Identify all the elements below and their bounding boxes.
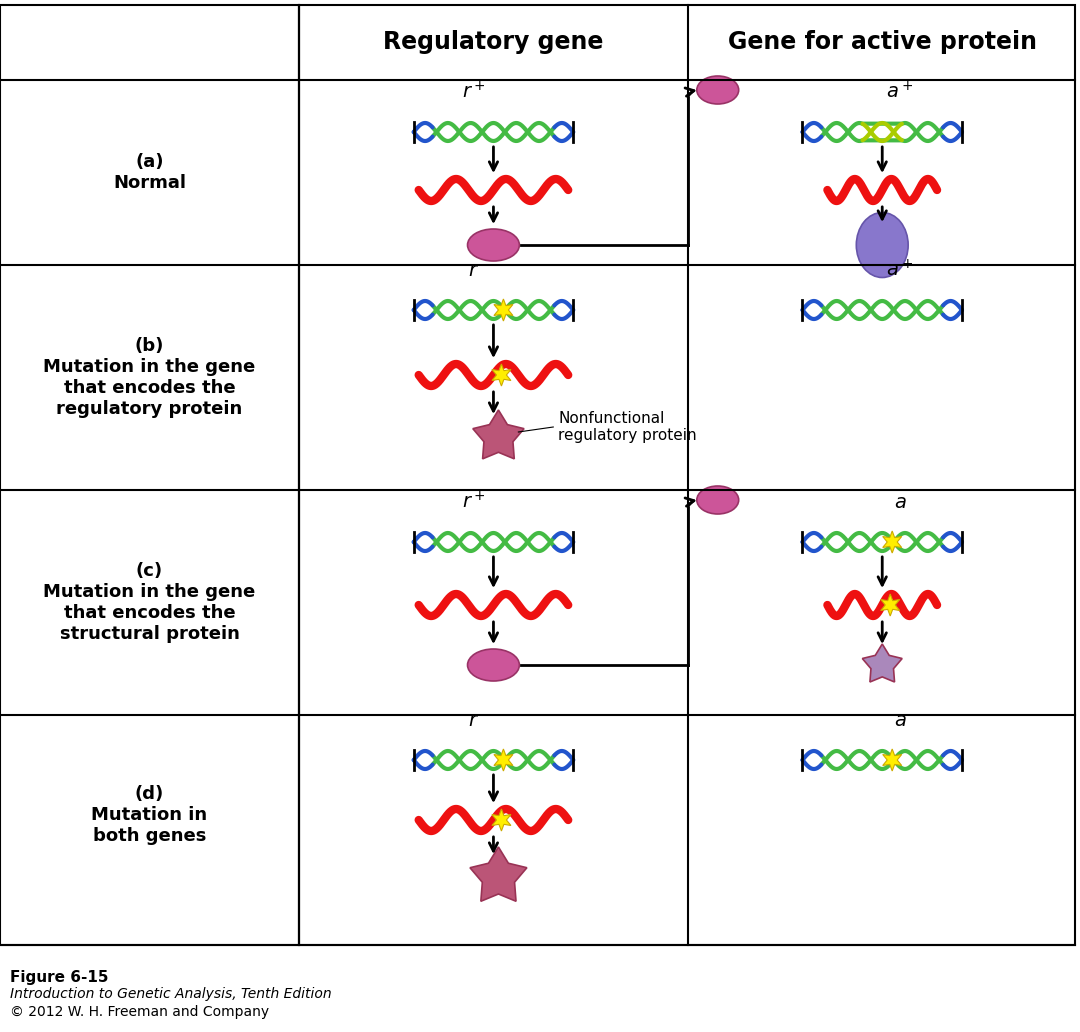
Polygon shape [473, 410, 524, 459]
Polygon shape [494, 299, 513, 321]
Polygon shape [880, 594, 900, 616]
Bar [299, 5, 1075, 945]
Polygon shape [882, 749, 902, 771]
Polygon shape [491, 809, 511, 831]
Text: (c)
Mutation in the gene
that encodes the
structural protein: (c) Mutation in the gene that encodes th… [43, 562, 256, 643]
Text: Figure 6-15: Figure 6-15 [10, 970, 108, 985]
Polygon shape [494, 749, 513, 771]
Text: $a^+$: $a^+$ [887, 259, 914, 280]
Polygon shape [491, 364, 511, 386]
Text: Introduction to Genetic Analysis, Tenth Edition: Introduction to Genetic Analysis, Tenth … [10, 987, 332, 1001]
Ellipse shape [468, 649, 519, 681]
Ellipse shape [856, 213, 908, 278]
Ellipse shape [697, 486, 739, 514]
Text: (d)
Mutation in
both genes: (d) Mutation in both genes [92, 785, 207, 845]
Text: $a^+$: $a^+$ [887, 80, 914, 102]
Text: Gene for active protein: Gene for active protein [728, 31, 1037, 55]
Text: $a$: $a$ [894, 711, 906, 730]
Text: $r$: $r$ [468, 711, 480, 730]
Text: (a)
Normal: (a) Normal [113, 153, 186, 192]
Text: $a$: $a$ [894, 493, 906, 512]
Text: $r^+$: $r^+$ [462, 490, 485, 512]
Text: $r$: $r$ [468, 261, 480, 280]
Polygon shape [862, 644, 902, 682]
Polygon shape [470, 847, 527, 901]
Text: Regulatory gene: Regulatory gene [383, 31, 604, 55]
Text: (b)
Mutation in the gene
that encodes the
regulatory protein: (b) Mutation in the gene that encodes th… [43, 337, 256, 418]
Text: Nonfunctional
regulatory protein: Nonfunctional regulatory protein [558, 411, 697, 443]
Polygon shape [882, 531, 902, 553]
Bar [0, 5, 299, 945]
Text: © 2012 W. H. Freeman and Company: © 2012 W. H. Freeman and Company [10, 1005, 269, 1019]
Text: $r^+$: $r^+$ [462, 80, 485, 102]
Ellipse shape [468, 229, 519, 261]
Ellipse shape [697, 76, 739, 104]
